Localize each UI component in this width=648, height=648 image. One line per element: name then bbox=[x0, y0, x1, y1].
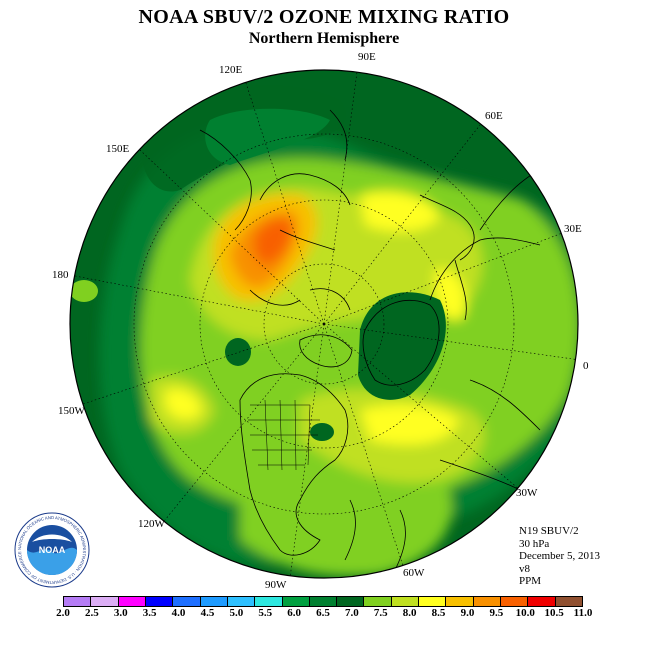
colorbar-swatch bbox=[118, 597, 146, 606]
colorbar-tick-label: 6.0 bbox=[287, 607, 301, 619]
colorbar-tick-label: 5.0 bbox=[229, 607, 244, 619]
colorbar-tick-label: 9.5 bbox=[489, 607, 504, 619]
colorbar-tick-label: 7.0 bbox=[345, 607, 359, 619]
colorbar-tick-label: 5.5 bbox=[258, 607, 273, 619]
colorbar-swatch bbox=[528, 597, 556, 606]
colorbar-tick-label: 4.5 bbox=[200, 607, 215, 619]
info-block: N19 SBUV/2 30 hPa December 5, 2013 v8 PP… bbox=[519, 525, 600, 588]
colorbar-tick-label: 10.5 bbox=[544, 607, 564, 619]
colorbar-tick-label: 11.0 bbox=[573, 607, 593, 619]
colorbar-swatch bbox=[364, 597, 392, 606]
lon-label-30e: 30E bbox=[564, 223, 582, 235]
colorbar-swatch bbox=[309, 597, 338, 606]
lon-label-0: 0 bbox=[583, 360, 589, 372]
colorbar-swatch bbox=[419, 597, 447, 606]
lon-label-150e: 150E bbox=[106, 143, 130, 155]
map-border bbox=[69, 69, 579, 579]
coastlines bbox=[199, 109, 541, 571]
colorbar-tick-label: 9.0 bbox=[460, 607, 475, 619]
info-units: PPM bbox=[519, 575, 542, 587]
colorbar-swatch bbox=[255, 597, 283, 606]
colorbar-swatch bbox=[282, 597, 310, 606]
colorbar-tick-label: 3.5 bbox=[142, 607, 157, 619]
colorbar-swatch bbox=[145, 597, 174, 606]
logo-text: NOAA bbox=[39, 545, 66, 555]
us-states bbox=[248, 399, 320, 471]
colorbar-tick-label: 2.5 bbox=[85, 607, 99, 619]
ozone-field bbox=[70, 70, 578, 578]
lon-label-150w: 150W bbox=[58, 405, 85, 417]
subtitle: Northern Hemisphere bbox=[248, 30, 400, 47]
info-date: December 5, 2013 bbox=[519, 550, 600, 562]
colorbar-tick-label: 6.5 bbox=[316, 607, 330, 619]
colorbar-tick-label: 10.0 bbox=[515, 607, 535, 619]
colorbar-swatch bbox=[446, 597, 474, 606]
colorbar-tick-label: 8.0 bbox=[402, 607, 417, 619]
colorbar bbox=[63, 596, 583, 607]
colorbar-swatch bbox=[337, 597, 365, 606]
colorbar-swatch bbox=[173, 597, 201, 606]
lon-label-180: 180 bbox=[52, 269, 69, 281]
colorbar-swatch bbox=[391, 597, 420, 606]
lon-label-60w: 60W bbox=[403, 567, 425, 579]
colorbar-swatch bbox=[64, 597, 92, 606]
lon-label-90e: 90E bbox=[358, 51, 376, 63]
info-version: v8 bbox=[519, 562, 530, 575]
colorbar-ticks: 2.0 2.5 3.0 3.5 4.0 4.5 5.0 5.5 6.0 6.5 7.0 7.5 8.0 8… bbox=[56, 607, 592, 623]
lon-label-120w: 120W bbox=[138, 518, 165, 530]
lon-label-120e: 120E bbox=[219, 64, 243, 76]
colorbar-tick-label: 8.5 bbox=[431, 607, 446, 619]
colorbar-tick-label: 3.0 bbox=[113, 607, 128, 619]
info-pressure: 30 hPa bbox=[519, 537, 550, 550]
graticule bbox=[70, 71, 578, 578]
colorbar-tick-label: 2.0 bbox=[56, 607, 70, 619]
main-title: NOAA SBUV/2 OZONE MIXING RATIO bbox=[138, 6, 510, 28]
colorbar-swatch bbox=[473, 597, 501, 606]
colorbar-swatch bbox=[227, 597, 256, 606]
lon-label-90w: 90W bbox=[265, 579, 287, 591]
noaa-logo: NATIONAL OCEANIC AND ATMOSPHERIC ADMINIS… bbox=[14, 512, 90, 588]
info-instrument: N19 SBUV/2 bbox=[519, 525, 579, 537]
colorbar-swatch bbox=[91, 597, 119, 606]
colorbar-tick-label: 7.5 bbox=[373, 607, 388, 619]
lon-label-60e: 60E bbox=[485, 110, 503, 122]
colorbar-tick-label: 4.0 bbox=[171, 607, 186, 619]
colorbar-swatch bbox=[501, 597, 529, 606]
lon-label-30w: 30W bbox=[516, 487, 538, 499]
colorbar-swatch bbox=[200, 597, 228, 606]
colorbar-swatch bbox=[555, 597, 582, 606]
